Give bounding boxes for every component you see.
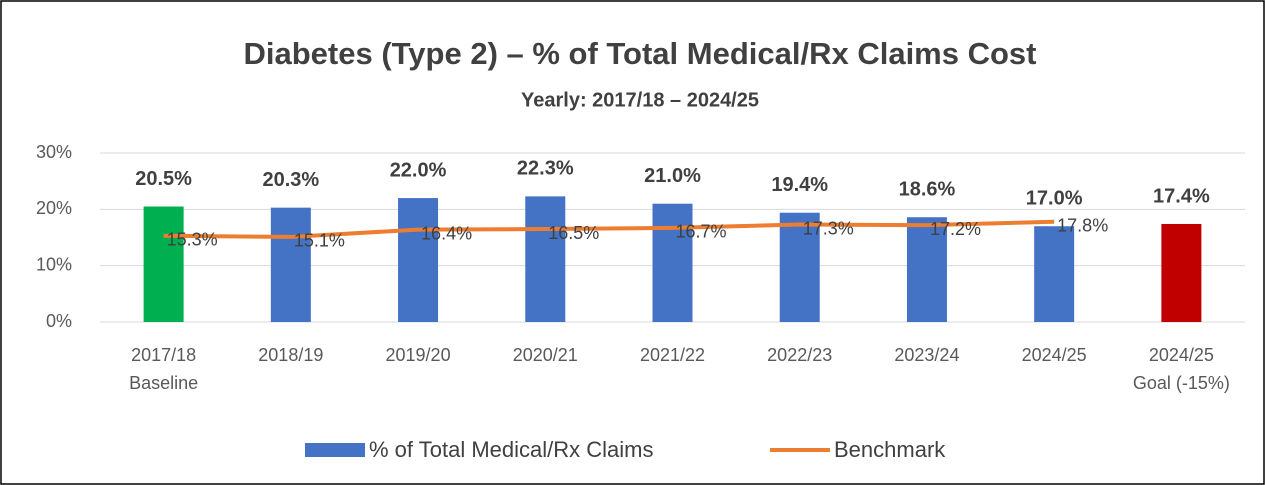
line-value-label: 16.4% — [421, 223, 472, 243]
bar-value-label: 19.4% — [771, 174, 828, 196]
bar-value-label: 20.3% — [262, 169, 319, 191]
bar — [1161, 223, 1202, 322]
x-tick-label: Baseline — [129, 373, 198, 393]
x-tick-label: 2019/20 — [386, 345, 451, 365]
x-tick-label: 2017/18 — [131, 345, 196, 365]
bar-value-label: 17.0% — [1026, 188, 1083, 210]
y-tick-label: 20% — [36, 198, 72, 218]
x-tick-label: 2020/21 — [513, 345, 578, 365]
bar-value-label: 20.5% — [135, 168, 192, 190]
legend-label: % of Total Medical/Rx Claims — [369, 437, 653, 462]
x-tick-label: 2023/24 — [894, 345, 959, 365]
legend-label: Benchmark — [834, 437, 946, 462]
benchmark-line — [163, 219, 1055, 239]
bar-value-label: 21.0% — [644, 165, 701, 187]
y-tick-label: 30% — [36, 142, 72, 162]
line-value-label: 15.1% — [294, 231, 345, 251]
y-tick-label: 10% — [36, 254, 72, 274]
bar — [779, 212, 820, 322]
bar — [143, 206, 184, 322]
x-tick-label: 2024/25 — [1022, 345, 1087, 365]
x-tick-label: 2024/25 — [1149, 345, 1214, 365]
line-value-label: 17.2% — [930, 219, 981, 239]
line-value-label: 17.8% — [1057, 215, 1108, 235]
line-value-label: 16.5% — [548, 223, 599, 243]
bar-value-label: 17.4% — [1153, 185, 1210, 207]
bar — [270, 207, 311, 322]
bar — [398, 198, 439, 322]
chart-title: Diabetes (Type 2) – % of Total Medical/R… — [244, 36, 1037, 71]
line-value-label: 17.3% — [803, 218, 854, 238]
y-tick-label: 0% — [46, 311, 72, 331]
bar — [652, 203, 693, 322]
chart-subtitle: Yearly: 2017/18 – 2024/25 — [521, 89, 759, 111]
line-value-label: 16.7% — [676, 222, 727, 242]
bar-value-label: 22.0% — [390, 159, 447, 181]
bar-value-label: 22.3% — [517, 158, 574, 180]
line-value-label: 15.3% — [167, 230, 218, 250]
bar — [525, 196, 566, 322]
x-tick-label: 2021/22 — [640, 345, 705, 365]
bar — [1034, 226, 1075, 322]
legend-swatch — [305, 443, 365, 457]
x-tick-label: Goal (-15%) — [1133, 373, 1230, 393]
bar-value-label: 18.6% — [899, 179, 956, 201]
x-tick-label: 2022/23 — [767, 345, 832, 365]
bar — [906, 217, 947, 322]
x-tick-label: 2018/19 — [258, 345, 323, 365]
